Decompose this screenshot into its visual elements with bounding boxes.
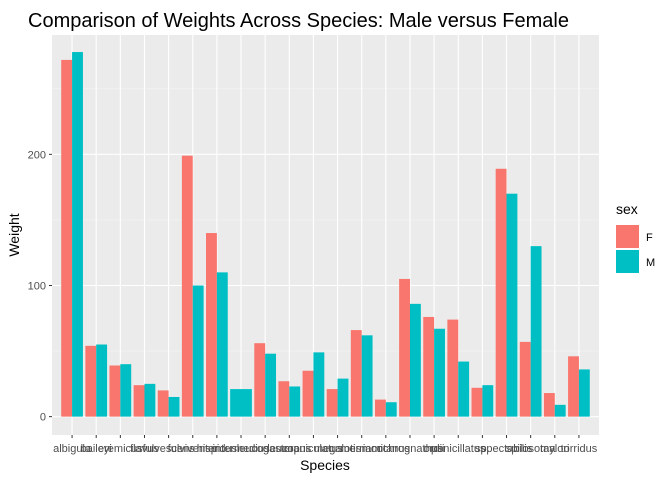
bar-m-spectabilis xyxy=(506,193,518,417)
x-tick-label: flavus xyxy=(130,443,159,455)
bar-f-spectabilis xyxy=(495,168,507,417)
bar-m-hispidus xyxy=(216,272,228,417)
bar-f-taylori xyxy=(543,393,555,417)
bar-f-baileyi xyxy=(85,345,97,417)
bar-f-penicillatus xyxy=(447,319,459,417)
x-tick-label: megalotis xyxy=(314,443,362,455)
legend-key-m xyxy=(616,250,639,273)
x-tick-label: eremicus xyxy=(98,443,143,455)
bar-m-albigula xyxy=(72,52,83,417)
legend-label-m: M xyxy=(646,257,655,269)
bar-f-flavus xyxy=(133,385,145,417)
bar-m-sp. xyxy=(482,385,494,417)
bar-m-intermedius xyxy=(230,389,252,417)
bar-m-ochrognathus xyxy=(409,303,421,417)
x-tick-label: merriami xyxy=(340,443,383,455)
bar-f-leucogaster xyxy=(254,343,266,417)
bar-f-torridus xyxy=(568,356,579,417)
bar-m-fulvescens xyxy=(168,396,180,417)
bar-f-montanus xyxy=(374,399,386,417)
bar-f-leucopus xyxy=(278,381,290,417)
bars xyxy=(61,52,590,417)
legend-key-f xyxy=(616,225,639,248)
bar-f-megalotis xyxy=(326,389,338,417)
y-axis-title: Weight xyxy=(6,213,22,256)
bar-m-spilosoma xyxy=(530,246,542,417)
y-axis: 0 100 200 xyxy=(28,149,52,424)
x-tick-label: maniculatus xyxy=(284,443,343,455)
x-tick-label: spectabilis xyxy=(481,443,533,455)
bar-m-leucopus xyxy=(289,386,301,417)
bar-m-maniculatus xyxy=(313,352,325,417)
bar-m-montanus xyxy=(385,402,397,417)
legend: sex F M xyxy=(616,201,655,273)
bar-f-ochrognathus xyxy=(399,278,410,417)
x-tick-label: intermedius xyxy=(213,443,270,455)
bar-f-fulviventer xyxy=(181,155,193,417)
bar-f-ordii xyxy=(423,316,435,417)
bar-m-merriami xyxy=(361,335,373,417)
bar-f-fulvescens xyxy=(157,390,169,417)
x-tick-label: leucopus xyxy=(267,443,312,455)
bar-m-penicillatus xyxy=(458,361,470,417)
x-tick-label: ordii xyxy=(424,443,445,455)
bar-f-sp. xyxy=(471,387,483,417)
bar-m-leucogaster xyxy=(265,353,277,417)
bar-m-flavus xyxy=(144,383,156,417)
bar-m-baileyi xyxy=(96,344,108,417)
bar-f-merriami xyxy=(350,330,362,417)
bar-m-fulviventer xyxy=(192,285,204,417)
legend-title: sex xyxy=(616,201,638,217)
x-tick-label: albigula xyxy=(53,443,92,455)
x-axis-title: Species xyxy=(300,457,350,473)
bar-f-albigula xyxy=(61,59,73,417)
x-tick-label: taylori xyxy=(540,443,569,455)
bar-f-maniculatus xyxy=(302,370,314,417)
bar-f-eremicus xyxy=(109,365,121,417)
bar-f-spilosoma xyxy=(519,341,531,417)
chart-title: Comparison of Weights Across Species: Ma… xyxy=(28,10,569,32)
bar-m-ordii xyxy=(434,328,445,417)
x-tick-label: baileyi xyxy=(81,443,112,455)
x-tick-label: sp. xyxy=(475,443,490,455)
bar-m-eremicus xyxy=(120,364,132,417)
legend-label-f: F xyxy=(646,232,653,244)
bar-m-taylori xyxy=(554,404,566,417)
x-tick-label: fulvescens xyxy=(143,443,195,455)
x-tick-label: spilosoma xyxy=(506,443,556,455)
bar-m-torridus xyxy=(578,369,590,417)
x-tick-label: fulviventer xyxy=(168,443,218,455)
x-tick-label: leucogaster xyxy=(237,443,294,455)
x-tick-label: hispidus xyxy=(197,443,238,455)
y-tick-label: 200 xyxy=(28,149,46,161)
x-tick-label: torridus xyxy=(561,443,598,455)
x-axis: albigulabaileyieremicusflavusfulvescensf… xyxy=(53,435,598,455)
x-tick-label: penicillatus xyxy=(431,443,486,455)
x-tick-label: ochrognathus xyxy=(377,443,444,455)
bar-f-hispidus xyxy=(206,233,217,417)
bar-m-megalotis xyxy=(337,378,349,417)
y-tick-label: 100 xyxy=(28,280,46,292)
y-tick-label: 0 xyxy=(40,412,46,424)
x-tick-label: montanus xyxy=(362,443,411,455)
